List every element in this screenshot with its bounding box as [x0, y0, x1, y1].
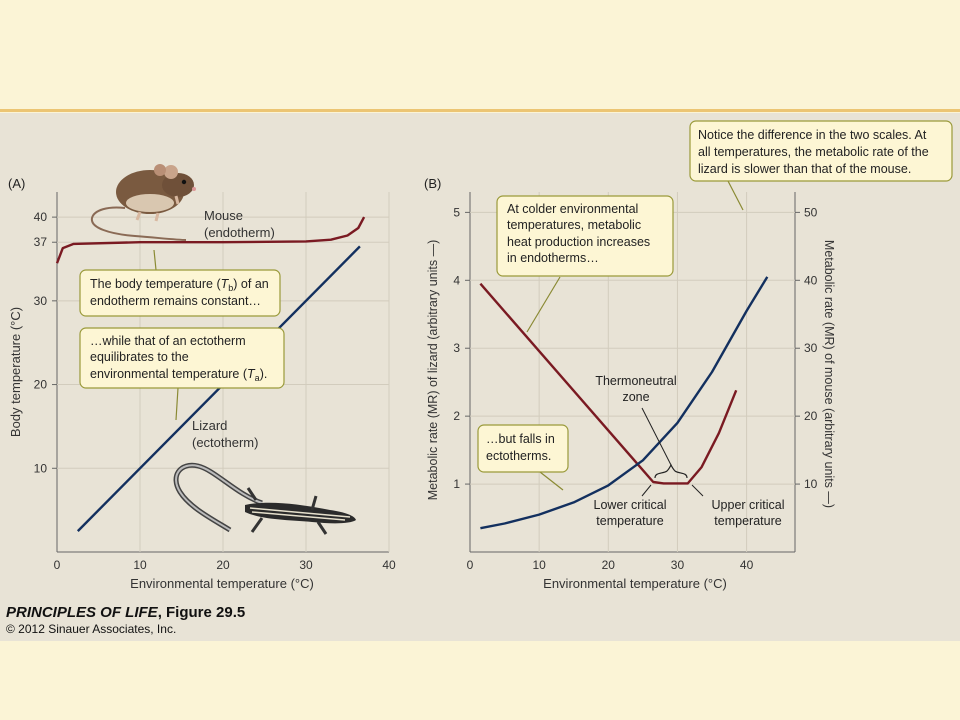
slide-top-band	[0, 0, 960, 113]
mouse-illustration	[90, 164, 196, 241]
tb-callout-line1: The body temperature (Tb) of an	[90, 277, 269, 293]
panel-a-x-ticks: 0 10 20 30 40	[54, 558, 396, 572]
panel-a-x-tick-label: 10	[133, 558, 147, 572]
notice-callout-pointer	[727, 180, 744, 211]
upper-critical-line2: temperature	[714, 514, 781, 528]
lizard-label-line2: (ectotherm)	[192, 435, 258, 450]
panel-b-right-tick-label: 30	[804, 341, 818, 355]
cold-callout-line2: temperatures, metabolic	[507, 218, 641, 232]
falls-callout-pointer	[539, 471, 564, 491]
panel-b-x-tick-label: 30	[671, 558, 685, 572]
panel-a-x-label: Environmental temperature (°C)	[130, 576, 314, 591]
panel-a-y-label: Body temperature (°C)	[8, 307, 23, 437]
tb-callout-line2: endotherm remains constant…	[90, 294, 261, 308]
panel-b-left-tick-label: 1	[453, 477, 460, 491]
notice-callout-line1: Notice the difference in the two scales.…	[698, 128, 927, 142]
tb-callout-pointer	[153, 249, 157, 271]
panel-a-y-tick-label: 37	[34, 235, 48, 249]
panel-b-x-label: Environmental temperature (°C)	[543, 576, 727, 591]
panel-b-left-tick-label: 2	[453, 409, 460, 423]
panel-b-right-tick-label: 50	[804, 205, 818, 219]
ta-callout-pointer	[175, 387, 179, 421]
slide-accent-line	[0, 109, 960, 112]
panel-a-y-tick-label: 30	[34, 294, 48, 308]
falls-callout-line1: …but falls in	[486, 432, 555, 446]
thermoneutral-line2: zone	[622, 390, 649, 404]
panel-b-right-ticks: 10 20 30 40 50	[795, 205, 818, 491]
panel-a-y-tick-label: 20	[34, 378, 48, 392]
ta-callout-box	[79, 327, 285, 389]
panel-b-x-tick-label: 0	[467, 558, 474, 572]
panel-a-y-ticks: 10 20 30 37 40	[34, 210, 57, 475]
panel-a-label: (A)	[8, 176, 25, 191]
panel-b-label: (B)	[424, 176, 441, 191]
panel-b-right-label: Metabolic rate (MR) of mouse (arbitrary …	[822, 240, 836, 508]
panel-b-series	[479, 276, 769, 530]
mouse-label-line2: (endotherm)	[204, 225, 275, 240]
panel-b-right-tick-label: 20	[804, 409, 818, 423]
panel-a-x-tick-label: 0	[54, 558, 61, 572]
panel-b-right-tick-label: 40	[804, 273, 818, 287]
lower-critical-pointer	[641, 484, 652, 497]
ta-callout-line3: environmental temperature (Ta).	[90, 367, 267, 383]
panel-b-left-tick-label: 4	[453, 273, 460, 287]
panel-b-x-ticks: 0 10 20 30 40	[467, 558, 754, 572]
tb-callout-box	[79, 269, 281, 317]
upper-critical-line1: Upper critical	[712, 498, 785, 512]
caption-book: PRINCIPLES OF LIFE	[6, 604, 158, 621]
panel-b: (B) 0 10 20 30 40 1 2 3 4 5 10 20 30 40 50 Environme…	[424, 120, 953, 591]
mouse-label-line1: Mouse	[204, 208, 243, 223]
thermoneutral-pointer	[641, 407, 672, 466]
notice-callout-box	[689, 120, 953, 182]
panel-a-y-tick-label: 10	[34, 461, 48, 475]
lizard-illustration	[173, 462, 356, 535]
panel-a-y-tick-label: 40	[34, 210, 48, 224]
falls-callout-box	[477, 424, 569, 473]
panel-b-right-tick-label: 10	[804, 477, 818, 491]
lower-critical-line1: Lower critical	[594, 498, 667, 512]
panel-b-x-tick-label: 10	[532, 558, 546, 572]
caption-copyright: © 2012 Sinauer Associates, Inc.	[6, 622, 177, 636]
cold-callout-line3: heat production increases	[507, 235, 650, 249]
lizard-metabolic-line	[480, 276, 769, 530]
panel-a-series	[55, 216, 366, 532]
caption-figure: , Figure 29.5	[157, 604, 246, 621]
panel-b-left-label: Metabolic rate (MR) of lizard (arbitrary…	[426, 240, 440, 500]
panel-b-left-ticks: 1 2 3 4 5	[453, 205, 470, 491]
ta-callout-line2: equilibrates to the	[90, 350, 189, 364]
upper-critical-pointer	[691, 484, 704, 497]
lizard-body-temp-line	[76, 245, 361, 532]
lizard-label-line1: Lizard	[192, 418, 227, 433]
cold-callout-line1: At colder environmental	[507, 202, 638, 216]
lower-critical-line2: temperature	[596, 514, 663, 528]
cold-callout-pointer	[526, 276, 561, 333]
panel-b-left-tick-label: 5	[453, 205, 460, 219]
caption-title: PRINCIPLES OF LIFE, Figure 29.5	[6, 604, 245, 621]
mouse-metabolic-line	[479, 282, 738, 485]
ta-callout-line1: …while that of an ectotherm	[90, 334, 246, 348]
falls-callout-line2: ectotherms.	[486, 449, 551, 463]
panel-a-x-tick-label: 40	[382, 558, 396, 572]
notice-callout-line3: lizard is slower than that of the mouse.	[698, 162, 911, 176]
panel-a: (A) 0 10 20 30 40 10 20 30 37 40 Environmental t…	[8, 164, 396, 591]
figure-caption: PRINCIPLES OF LIFE, Figure 29.5 © 2012 S…	[6, 604, 245, 636]
cold-callout-line4: in endotherms…	[507, 251, 599, 265]
panel-b-x-tick-label: 20	[602, 558, 616, 572]
notice-callout-line2: all temperatures, the metabolic rate of …	[698, 145, 929, 159]
cold-callout-box	[496, 195, 674, 277]
panel-a-x-tick-label: 20	[216, 558, 230, 572]
panel-b-left-tick-label: 3	[453, 341, 460, 355]
mouse-body-temp-line	[55, 216, 366, 264]
thermoneutral-line1: Thermoneutral	[595, 374, 676, 388]
slide-bottom-band	[0, 641, 960, 720]
panel-a-x-tick-label: 30	[299, 558, 313, 572]
panel-b-x-tick-label: 40	[740, 558, 754, 572]
